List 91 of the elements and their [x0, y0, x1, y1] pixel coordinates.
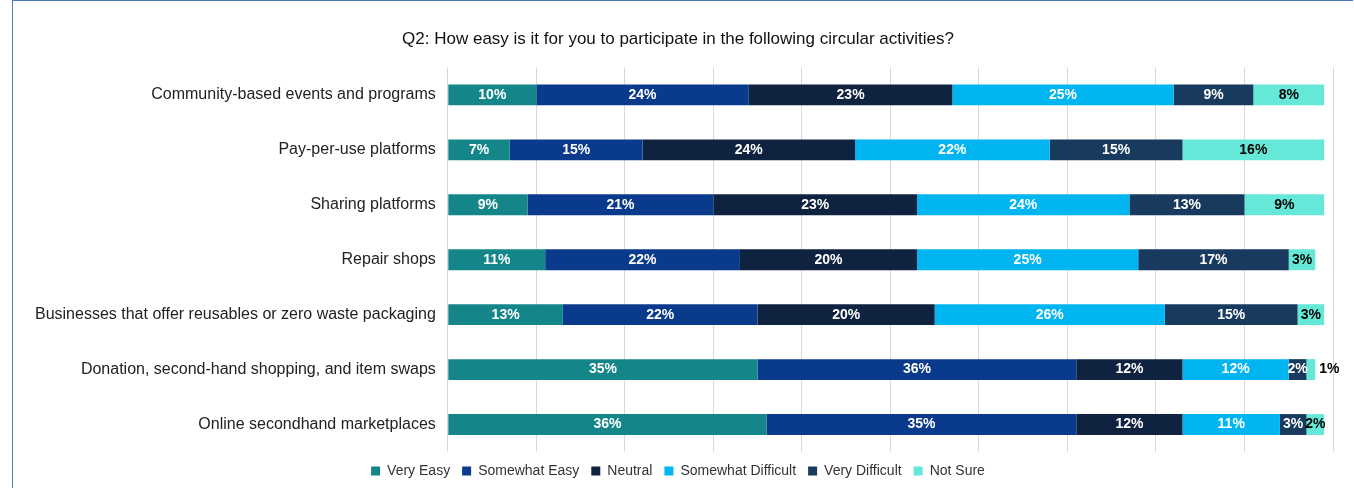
data-label: 25% — [1013, 250, 1043, 267]
bar — [739, 249, 917, 271]
data-label: 16% — [1239, 140, 1268, 157]
data-label: 15% — [1217, 305, 1246, 322]
bar — [1182, 139, 1325, 161]
bar — [536, 84, 749, 106]
data-label: 23% — [836, 85, 866, 102]
data-label: 22% — [646, 305, 675, 322]
bar — [1076, 359, 1183, 381]
bar — [916, 249, 1139, 271]
y-tick-label: Pay-per-use platforms — [278, 140, 436, 158]
bar — [757, 304, 935, 326]
bar — [1244, 194, 1325, 216]
bar — [1253, 84, 1325, 106]
data-label: 22% — [938, 140, 967, 157]
y-tick-label: Donation, second-hand shopping, and item swaps — [80, 359, 436, 377]
bar — [527, 194, 714, 216]
data-label: 24% — [1009, 195, 1038, 212]
data-label: 9% — [1274, 195, 1295, 212]
data-label: 3% — [1291, 250, 1313, 267]
legend-label: Very Difficult — [824, 461, 902, 478]
data-label: 35% — [588, 360, 618, 377]
data-label: 12% — [1115, 360, 1144, 377]
legend-label: Somewhat Difficult — [680, 461, 797, 478]
bar — [448, 359, 758, 381]
legend-label: Neutral — [607, 461, 653, 478]
bar — [1138, 249, 1289, 271]
data-label: 22% — [628, 250, 658, 267]
data-label: 36% — [593, 415, 622, 432]
legend-label: Not Sure — [929, 461, 986, 478]
bar — [448, 84, 537, 106]
bar — [952, 84, 1174, 106]
data-label: 8% — [1278, 85, 1300, 102]
data-label: 10% — [478, 85, 507, 102]
data-label: 11% — [1217, 415, 1246, 432]
bar — [713, 194, 917, 216]
data-label: 24% — [734, 140, 764, 157]
bar — [748, 84, 953, 106]
data-label: 3% — [1283, 415, 1304, 432]
data-label: 20% — [832, 305, 861, 322]
bar — [766, 414, 1077, 435]
bar — [934, 304, 1165, 326]
bar — [448, 304, 563, 326]
y-tick-label: Sharing platforms — [310, 195, 436, 213]
chart-title: Q2: How easy is it for you to participate in the following circular activities? — [402, 28, 954, 48]
data-label: 36% — [902, 360, 932, 377]
legend-label: Somewhat Easy — [478, 461, 580, 478]
bar — [1182, 359, 1289, 381]
bar — [448, 414, 767, 435]
bar — [916, 194, 1130, 216]
data-label: 12% — [1115, 415, 1144, 432]
data-label: 3% — [1300, 305, 1322, 322]
bar — [757, 359, 1077, 381]
data-label: 15% — [562, 140, 591, 157]
data-label: 1% — [1319, 360, 1341, 377]
bar — [855, 139, 1050, 161]
y-tick-label: Repair shops — [341, 250, 436, 268]
bar — [1076, 414, 1183, 435]
data-label: 12% — [1221, 360, 1251, 377]
data-label: 13% — [491, 305, 521, 322]
bar — [562, 304, 758, 326]
bar — [1306, 359, 1316, 381]
bar — [1049, 139, 1183, 161]
bar — [448, 139, 510, 161]
data-label: 13% — [1172, 195, 1202, 212]
y-tick-label: Online secondhand marketplaces — [198, 414, 436, 432]
bar — [1164, 304, 1298, 326]
bar — [1129, 194, 1245, 216]
y-tick-label: Community-based events and programs — [151, 85, 436, 103]
data-label: 9% — [477, 195, 499, 212]
data-label: 23% — [801, 195, 830, 212]
legend-label: Very Easy — [387, 461, 451, 478]
data-label: 25% — [1049, 85, 1078, 102]
data-label: 7% — [468, 140, 490, 157]
data-label: 35% — [907, 415, 936, 432]
bar — [642, 139, 855, 161]
data-label: 11% — [483, 250, 511, 267]
bar — [545, 249, 740, 271]
bar — [448, 194, 528, 216]
data-label: 20% — [814, 250, 843, 267]
data-label: 9% — [1203, 85, 1225, 102]
data-label: 17% — [1199, 250, 1229, 267]
bar — [448, 249, 546, 271]
bar — [1173, 84, 1254, 106]
data-label: 24% — [628, 85, 658, 102]
data-label: 21% — [606, 195, 635, 212]
bar — [509, 139, 643, 161]
data-label: 26% — [1035, 305, 1065, 322]
bar — [1182, 414, 1280, 435]
y-tick-label: Businesses that offer reusables or zero waste packaging — [34, 305, 436, 323]
data-label: 15% — [1102, 140, 1131, 157]
